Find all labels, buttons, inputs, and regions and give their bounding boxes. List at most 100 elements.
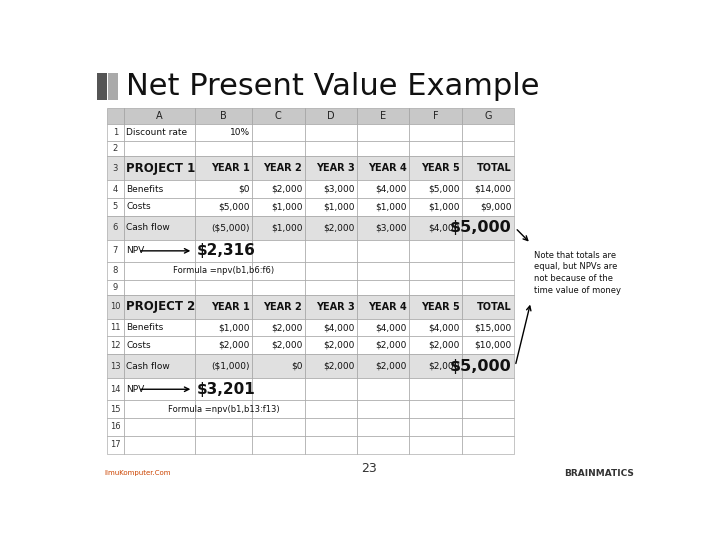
Text: TOTAL: TOTAL — [477, 163, 512, 173]
Text: $5,000: $5,000 — [450, 359, 512, 374]
Bar — [195, 216, 252, 240]
Bar — [252, 141, 305, 157]
Bar — [305, 157, 357, 180]
Bar — [107, 436, 124, 454]
Text: YEAR 2: YEAR 2 — [264, 302, 302, 312]
Bar — [124, 262, 195, 280]
Text: $3,000: $3,000 — [376, 223, 407, 232]
Bar — [124, 378, 195, 400]
Text: 5: 5 — [113, 202, 118, 212]
Text: 4: 4 — [113, 185, 118, 194]
Bar — [305, 295, 357, 319]
Bar — [357, 180, 409, 198]
Bar — [409, 295, 462, 319]
Bar — [195, 418, 252, 436]
Bar — [252, 262, 305, 280]
Bar — [107, 262, 124, 280]
Text: YEAR 4: YEAR 4 — [369, 163, 407, 173]
Bar — [462, 262, 514, 280]
Bar — [252, 216, 305, 240]
Bar — [305, 262, 357, 280]
Bar — [357, 336, 409, 354]
Bar — [462, 295, 514, 319]
Bar — [409, 240, 462, 262]
Bar — [124, 354, 195, 378]
Text: $3,201: $3,201 — [197, 382, 256, 397]
Bar — [124, 124, 195, 141]
Bar — [409, 418, 462, 436]
Bar — [409, 378, 462, 400]
Bar — [124, 109, 195, 124]
Text: E: E — [380, 111, 386, 121]
Text: NPV: NPV — [126, 385, 145, 394]
Text: $5,000: $5,000 — [450, 220, 512, 235]
Text: $10,000: $10,000 — [474, 341, 512, 350]
Bar — [409, 336, 462, 354]
Text: $4,000: $4,000 — [376, 323, 407, 332]
Bar — [195, 400, 252, 418]
Bar — [107, 378, 124, 400]
Text: C: C — [275, 111, 282, 121]
Bar — [252, 109, 305, 124]
Bar — [252, 436, 305, 454]
Text: 12: 12 — [110, 341, 121, 350]
Bar — [462, 198, 514, 216]
Text: YEAR 5: YEAR 5 — [420, 302, 459, 312]
Bar — [357, 436, 409, 454]
Bar — [305, 280, 357, 295]
Bar — [195, 198, 252, 216]
Text: PROJECT 1: PROJECT 1 — [126, 162, 195, 175]
Bar — [107, 198, 124, 216]
Text: 8: 8 — [112, 266, 118, 275]
Bar — [357, 198, 409, 216]
Text: $2,000: $2,000 — [271, 185, 302, 194]
Bar — [195, 354, 252, 378]
Bar — [124, 240, 195, 262]
Bar — [409, 109, 462, 124]
Text: $2,000: $2,000 — [428, 362, 459, 370]
Bar — [252, 295, 305, 319]
Bar — [195, 180, 252, 198]
Text: $5,000: $5,000 — [218, 202, 250, 212]
Bar — [107, 336, 124, 354]
Text: $2,316: $2,316 — [197, 244, 256, 258]
Text: Note that totals are
equal, but NPVs are
not because of the
time value of money: Note that totals are equal, but NPVs are… — [534, 251, 621, 295]
Bar — [124, 319, 195, 336]
Bar — [409, 124, 462, 141]
Bar — [107, 400, 124, 418]
Bar — [462, 109, 514, 124]
Text: $5,000: $5,000 — [428, 185, 459, 194]
Text: Formula =npv(b1,b13:f13): Formula =npv(b1,b13:f13) — [168, 404, 279, 414]
Bar — [409, 262, 462, 280]
Bar — [107, 141, 124, 157]
Bar — [195, 436, 252, 454]
Bar — [252, 180, 305, 198]
Bar — [462, 354, 514, 378]
Bar — [107, 216, 124, 240]
Bar — [195, 157, 252, 180]
Text: Costs: Costs — [126, 202, 151, 212]
Bar — [252, 319, 305, 336]
Text: B: B — [220, 111, 227, 121]
Text: $1,000: $1,000 — [271, 202, 302, 212]
Bar — [124, 141, 195, 157]
Text: Costs: Costs — [126, 341, 151, 350]
Bar — [357, 400, 409, 418]
Bar — [252, 198, 305, 216]
Bar — [195, 124, 252, 141]
Text: IlmuKomputer.Com: IlmuKomputer.Com — [104, 470, 171, 476]
Bar — [462, 141, 514, 157]
Text: $1,000: $1,000 — [218, 323, 250, 332]
Bar — [409, 280, 462, 295]
Bar — [107, 180, 124, 198]
Bar — [357, 295, 409, 319]
Text: Cash flow: Cash flow — [126, 362, 170, 370]
Text: $2,000: $2,000 — [219, 341, 250, 350]
Bar — [357, 157, 409, 180]
Bar — [195, 378, 252, 400]
Bar — [107, 109, 124, 124]
Text: $1,000: $1,000 — [323, 202, 355, 212]
Bar — [305, 198, 357, 216]
Bar — [409, 180, 462, 198]
Bar — [409, 400, 462, 418]
